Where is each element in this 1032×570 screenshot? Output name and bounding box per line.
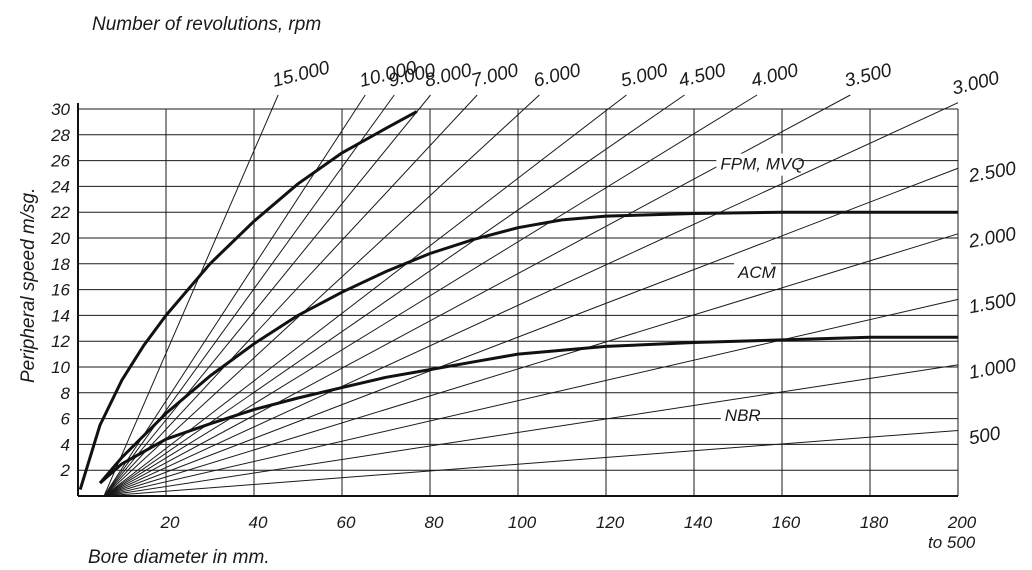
y-tick-label: 10 bbox=[51, 358, 70, 377]
y-tick-label: 16 bbox=[51, 281, 70, 300]
rpm-line bbox=[103, 94, 431, 497]
rpm-lines bbox=[103, 94, 959, 497]
x-tick-label: 40 bbox=[249, 513, 268, 532]
x-tick-label: 160 bbox=[772, 513, 801, 532]
rpm-label: 4.500 bbox=[677, 60, 729, 92]
rpm-label: 2.000 bbox=[966, 224, 1018, 253]
rpm-label: 1.500 bbox=[967, 289, 1018, 318]
rpm-line bbox=[103, 298, 959, 497]
rpm-line bbox=[103, 102, 959, 497]
x-tick-label: 60 bbox=[337, 513, 356, 532]
y-tick-label: 18 bbox=[51, 255, 70, 274]
rpm-line bbox=[103, 167, 959, 497]
rpm-line bbox=[103, 94, 478, 497]
y-tick-label: 8 bbox=[61, 384, 71, 403]
x-tick-label: 180 bbox=[860, 513, 889, 532]
annotation-bg bbox=[734, 261, 771, 284]
rpm-label: 5.000 bbox=[619, 60, 671, 92]
rpm-line bbox=[103, 429, 959, 497]
x-tick-label: 120 bbox=[596, 513, 625, 532]
x-tick-label: 140 bbox=[684, 513, 713, 532]
rpm-label: 3.500 bbox=[842, 60, 894, 92]
annotation-label: ACM bbox=[737, 263, 777, 282]
y-axis-label: Peripheral speed m/sg. bbox=[18, 188, 39, 383]
rpm-line bbox=[103, 364, 959, 497]
rpm-line bbox=[103, 94, 395, 497]
rpm-label: 7.000 bbox=[469, 60, 521, 92]
rpm-label: 4.000 bbox=[749, 60, 801, 92]
y-tick-label: 30 bbox=[51, 100, 70, 119]
material-curves bbox=[78, 110, 958, 491]
rpm-line bbox=[103, 94, 540, 497]
rpm-label: 2.500 bbox=[966, 158, 1018, 187]
annotation-label: FPM, MVQ bbox=[720, 155, 804, 174]
annotation-label: NBR bbox=[725, 406, 761, 425]
x-tick-label: 80 bbox=[425, 513, 444, 532]
curve-acm bbox=[98, 210, 958, 485]
curve-nbr bbox=[99, 335, 958, 485]
rpm-label: 15.000 bbox=[270, 57, 332, 92]
rpm-label: 1.000 bbox=[967, 355, 1018, 384]
annotation-bg bbox=[716, 153, 799, 176]
rpm-label: 3.000 bbox=[950, 68, 1002, 100]
rpm-line bbox=[103, 94, 685, 497]
x-axis-suffix-label: to 500 bbox=[928, 533, 976, 552]
y-tick-label: 2 bbox=[60, 461, 71, 480]
rpm-line bbox=[103, 94, 758, 497]
y-tick-label: 4 bbox=[61, 435, 70, 454]
chart-title: Number of revolutions, rpm bbox=[92, 14, 321, 35]
curve-fpm-mvq bbox=[78, 110, 418, 491]
annotation-bg bbox=[720, 405, 758, 428]
y-tick-label: 26 bbox=[50, 152, 70, 171]
y-tick-label: 6 bbox=[61, 410, 71, 429]
x-tick-label: 100 bbox=[508, 513, 537, 532]
y-tick-label: 20 bbox=[50, 229, 70, 248]
y-tick-label: 22 bbox=[50, 203, 70, 222]
y-tick-label: 14 bbox=[51, 306, 70, 325]
axes bbox=[77, 103, 958, 497]
x-tick-label: 20 bbox=[160, 513, 180, 532]
rpm-label: 500 bbox=[967, 423, 1002, 449]
x-tick-label: 200 bbox=[947, 513, 977, 532]
rpm-line bbox=[103, 94, 279, 497]
y-tick-label: 12 bbox=[51, 332, 70, 351]
rpm-label: 6.000 bbox=[531, 60, 583, 92]
rpm-line bbox=[103, 233, 959, 497]
grid-lines bbox=[78, 108, 959, 496]
y-tick-label: 28 bbox=[50, 126, 70, 145]
rpm-line bbox=[103, 94, 366, 497]
x-axis-label: Bore diameter in mm. bbox=[88, 547, 270, 568]
y-tick-label: 24 bbox=[50, 177, 70, 196]
